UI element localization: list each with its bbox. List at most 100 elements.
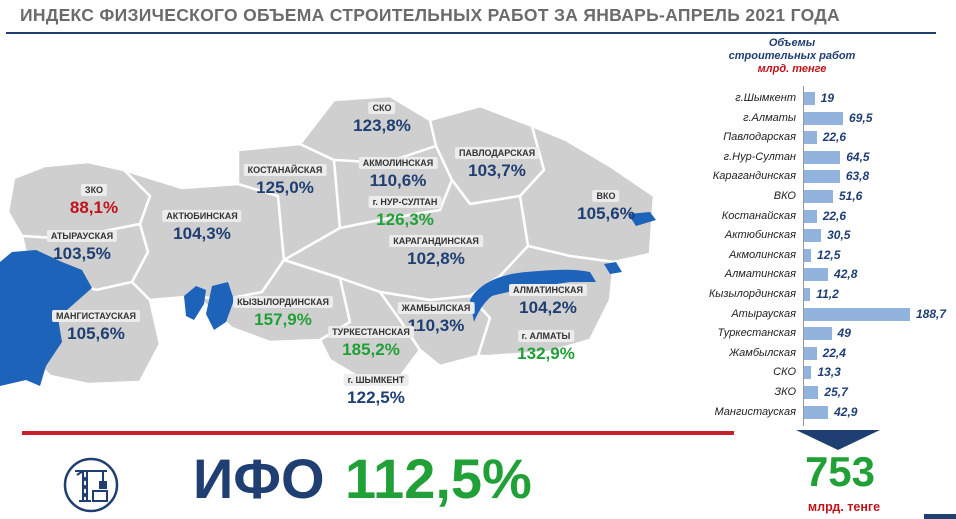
bar-row: Туркестанская 49 xyxy=(700,324,956,344)
label-mangistau: МАНГИСТАУСКАЯ 105,6% xyxy=(52,306,140,343)
bar-row: Кызылординская 11,2 xyxy=(700,285,956,305)
label-akmola: АКМОЛИНСКАЯ 110,6% xyxy=(358,153,438,190)
bar-category-label: Кызылординская xyxy=(708,288,796,300)
bar xyxy=(804,366,812,380)
bar-row: Мангистауская 42,9 xyxy=(700,403,956,423)
bar xyxy=(804,327,832,341)
bar-row: Карагандинская 63,8 xyxy=(700,167,956,187)
bar-row: г.Нур-Султан 64,5 xyxy=(700,148,956,168)
balkhash-lake xyxy=(470,269,596,322)
capsagay-lake xyxy=(604,262,622,274)
ifo-label: ИФО xyxy=(193,447,325,510)
bar-category-label: Акмолинская xyxy=(728,248,796,261)
bar-category-label: ЗКО xyxy=(774,386,796,398)
bar-row: Жамбылская 22,4 xyxy=(700,344,956,364)
construction-crane-icon xyxy=(63,457,119,513)
bar-category-label: г.Шымкент xyxy=(735,92,796,104)
label-almaty-region: АЛМАТИНСКАЯ 104,2% xyxy=(509,280,587,317)
chart-axis xyxy=(803,86,804,426)
aral-sea xyxy=(184,282,234,330)
bar-row: Акмолинская 12,5 xyxy=(700,246,956,266)
bar-category-label: Павлодарская xyxy=(723,131,796,144)
bar xyxy=(804,170,840,184)
label-kyzylorda: КЫЗЫЛОРДИНСКАЯ 157,9% xyxy=(233,292,333,329)
bar xyxy=(804,131,817,145)
footer-accent xyxy=(924,514,956,519)
bar-value-label: 63,8 xyxy=(845,169,870,184)
bar xyxy=(804,307,910,321)
bar-value-label: 64,5 xyxy=(846,149,870,164)
bar-value-label: 19 xyxy=(820,91,835,105)
bar xyxy=(804,92,815,105)
label-sko: СКО 123,8% xyxy=(353,102,411,135)
bar-category-label: г.Нур-Султан xyxy=(723,150,796,163)
bar xyxy=(804,150,841,164)
bar-row: ВКО 51,6 xyxy=(700,187,956,207)
bar-value-label: 42,9 xyxy=(834,404,858,419)
bar-row: СКО 13,3 xyxy=(700,363,956,383)
label-atyrau: АТЫРАУСКАЯ 103,5% xyxy=(46,226,118,263)
caspian-sea xyxy=(0,250,92,386)
bar xyxy=(804,209,817,223)
bar-row: Актюбинская 30,5 xyxy=(700,226,956,246)
bar-category-label: Карагандинская xyxy=(712,170,796,183)
label-turkestan: ТУРКЕСТАНСКАЯ 185,2% xyxy=(328,322,414,359)
bar xyxy=(804,346,817,360)
bar xyxy=(804,386,819,399)
bar-value-label: 51,6 xyxy=(838,189,863,203)
label-almaty-city: г. АЛМАТЫ 132,9% xyxy=(517,330,575,363)
label-aktobe: АКТЮБИНСКАЯ 104,3% xyxy=(162,206,242,243)
bar-value-label: 188,7 xyxy=(916,306,947,321)
total-volume: 753 xyxy=(804,448,876,495)
bar-row: Костанайская 22,6 xyxy=(700,207,956,227)
bar-value-label: 69,5 xyxy=(849,110,873,125)
bar-category-label: Мангистауская xyxy=(714,405,796,418)
divider-line xyxy=(22,431,734,435)
bar-category-label: Туркестанская xyxy=(717,327,796,340)
zaysan-lake xyxy=(628,212,656,226)
bar-value-label: 22,6 xyxy=(822,208,847,223)
bar-row: г.Алматы 69,5 xyxy=(700,109,956,129)
label-kostanay: КОСТАНАЙСКАЯ 125,0% xyxy=(243,160,327,197)
bar-row: ЗКО 25,7 xyxy=(700,383,956,403)
label-nur-sultan: г. НУР-СУЛТАН 126,3% xyxy=(368,192,442,229)
bar-value-label: 11,2 xyxy=(816,287,839,301)
bar-value-label: 30,5 xyxy=(827,228,851,243)
title-underline xyxy=(6,32,936,34)
bar-category-label: СКО xyxy=(773,366,796,379)
bar-value-label: 13,3 xyxy=(817,365,841,380)
bar xyxy=(804,248,812,262)
bar-category-label: Алматинская xyxy=(724,268,796,281)
bar-value-label: 22,4 xyxy=(822,345,846,360)
volumes-heading: Объемы строительных работ млрд. тенге xyxy=(722,37,862,76)
label-vko: ВКО 105,6% xyxy=(577,190,635,223)
bar-row: Атырауская 188,7 xyxy=(700,305,956,325)
bar-row: Павлодарская 22,6 xyxy=(700,128,956,148)
bar-value-label: 49 xyxy=(837,326,851,341)
bar xyxy=(804,288,811,301)
label-zko: ЗКО 88,1% xyxy=(69,184,119,217)
label-pavlodar: ПАВЛОДАРСКАЯ 103,7% xyxy=(454,143,540,180)
bar xyxy=(804,190,833,203)
bar xyxy=(804,229,822,243)
label-shymkent: г. ШЫМКЕНТ 122,5% xyxy=(343,370,409,407)
bar-value-label: 22,6 xyxy=(822,130,847,145)
page-title: ИНДЕКС ФИЗИЧЕСКОГО ОБЪЕМА СТРОИТЕЛЬНЫХ Р… xyxy=(20,5,840,25)
bar xyxy=(804,268,829,282)
bar-category-label: ВКО xyxy=(773,190,796,202)
bar-category-label: г.Алматы xyxy=(743,111,796,124)
total-arrow-icon xyxy=(796,430,880,450)
total-unit: млрд. тенге xyxy=(807,500,881,514)
bar-category-label: Жамбылская xyxy=(729,346,796,359)
bar-row: г.Шымкент 19 xyxy=(700,89,956,109)
label-zhambyl: ЖАМБЫЛСКАЯ 110,3% xyxy=(397,298,475,335)
bar xyxy=(804,405,829,419)
bar-row: Алматинская 42,8 xyxy=(700,265,956,285)
bar-value-label: 25,7 xyxy=(824,385,848,399)
bar xyxy=(804,111,844,125)
bar-category-label: Актюбинская xyxy=(724,229,796,242)
bar-value-label: 12,5 xyxy=(817,247,841,262)
bar-category-label: Костанайская xyxy=(721,209,796,222)
label-karaganda: КАРАГАНДИНСКАЯ 102,8% xyxy=(389,231,483,268)
bar-value-label: 42,8 xyxy=(834,267,858,282)
